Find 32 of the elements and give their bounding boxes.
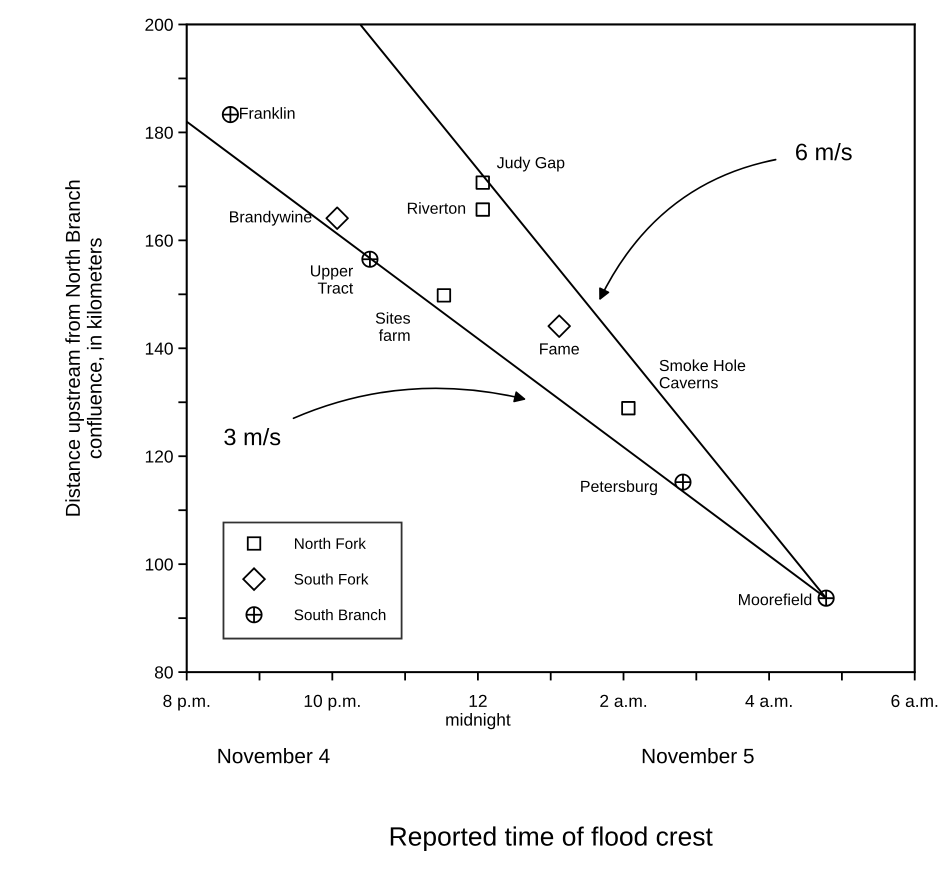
x-tick-label: 12 midnight <box>446 694 511 730</box>
annotation: Franklin <box>240 107 294 119</box>
y-tick-label: 160 <box>146 234 173 247</box>
annotation: Petersburg <box>581 480 657 496</box>
y-tick-label: 200 <box>145 18 173 31</box>
annotation: 3 m/s <box>224 428 280 446</box>
y-tick-label: 100 <box>146 558 173 571</box>
y-tick-label: 180 <box>146 126 173 139</box>
annotation: Upper Tract <box>310 265 354 294</box>
x-tick-label: 2 a.m. <box>600 694 646 708</box>
y-tick-label: 80 <box>154 666 173 679</box>
x-tick-label: 6 a.m. <box>891 694 938 708</box>
x-tick-label: 8 p.m. <box>163 694 210 711</box>
y-tick-label: 140 <box>146 342 173 355</box>
legend-label: South Fork <box>294 573 368 585</box>
annotation: Riverton <box>408 202 466 214</box>
legend-label: North Fork <box>295 538 366 550</box>
annotation: Smoke Hole Caverns <box>660 359 746 388</box>
annotation: Brandywine <box>230 210 312 226</box>
annotation: Fame <box>540 343 579 355</box>
x-tick-label: 4 a.m. <box>745 694 792 708</box>
y-axis-title: Distance upstream from North Branch confluence, in kilometers <box>65 180 104 516</box>
text: November 5 <box>642 748 754 764</box>
annotation: Sites farm <box>376 312 410 341</box>
legend-label: South Branch <box>294 609 386 620</box>
x-axis-title: Reported time of flood crest <box>390 826 713 852</box>
annotation: Moorefield <box>738 594 812 606</box>
x-tick-label: 10 p.m. <box>304 694 360 711</box>
text: November 4 <box>218 748 330 764</box>
y-tick-label: 120 <box>146 450 173 463</box>
annotation: 6 m/s <box>796 142 852 160</box>
annotation: Judy Gap <box>496 156 564 172</box>
